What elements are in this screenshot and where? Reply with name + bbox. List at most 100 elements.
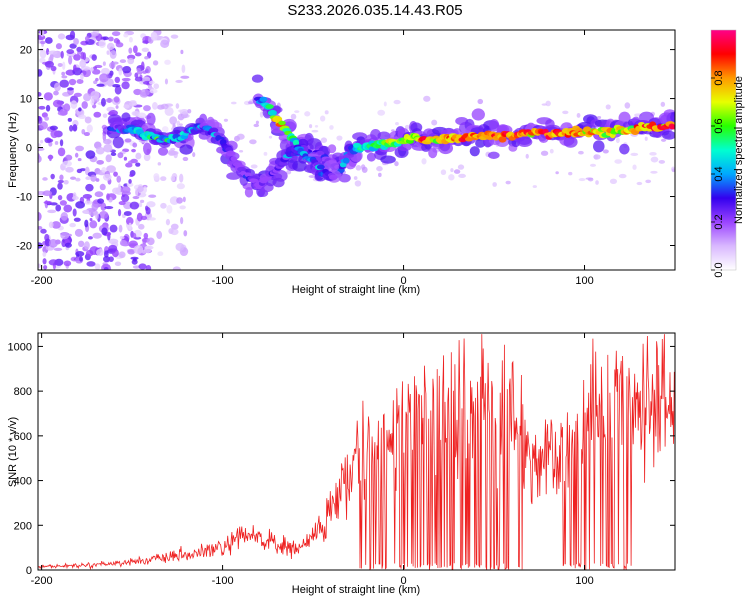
spectrogram-noise-blob <box>161 126 169 133</box>
spectrogram-noise-blob <box>74 228 83 237</box>
spectrogram-noise-blob <box>60 50 64 59</box>
spectrogram-noise-blob <box>144 245 152 254</box>
spectrogram-noise-blob <box>73 217 81 222</box>
spectrogram-noise-blob <box>160 103 169 110</box>
snr-y-label: SNR (10 * v/v) <box>7 417 19 487</box>
spectrogram-noise-blob <box>614 159 623 164</box>
spectrogram-noise-blob <box>660 138 667 142</box>
spectrogram-noise-blob <box>166 204 173 214</box>
spectrogram-noise-blob <box>50 129 59 139</box>
spectrogram-noise-blob <box>138 263 147 270</box>
spectrogram-ridge-halo <box>143 142 152 156</box>
snr-y-tick-label: 800 <box>14 386 32 398</box>
spectrogram-noise-blob <box>117 183 121 192</box>
spectrogram-noise-blob <box>164 59 171 65</box>
spectrogram-noise-blob <box>57 182 63 190</box>
spectrogram-noise-blob <box>81 101 88 109</box>
spectrogram-noise-blob <box>39 121 48 130</box>
spectrogram-noise-blob <box>95 77 99 82</box>
spectrogram-noise-blob <box>175 103 180 109</box>
spectrogram-noise-blob <box>73 92 82 98</box>
spectrogram-noise-blob <box>106 50 110 55</box>
spectrogram-ridge-core <box>268 109 277 116</box>
colorbar-ticks: 0.0 0.2 0.4 0.6 0.8 <box>711 70 725 278</box>
spectrogram-noise-blob <box>115 42 124 48</box>
spectrogram-noise-blob <box>361 166 368 173</box>
spectrogram-noise-blob <box>660 101 666 107</box>
spectrogram-noise-blob <box>181 64 186 74</box>
spectrogram-noise-blob <box>128 222 132 230</box>
spectrogram-noise-blob <box>263 151 268 156</box>
spectrogram-noise-blob <box>42 190 53 197</box>
spectrogram-noise-blob <box>94 263 101 270</box>
spectrogram-ridge-halo <box>380 155 396 164</box>
spectrogram-noise-blob <box>83 132 90 137</box>
spectrogram-noise-blob <box>255 120 259 125</box>
spectrogram-noise-blob <box>144 56 149 60</box>
spectrogram-noise-blob <box>91 202 99 212</box>
spectrogram-noise-blob <box>172 266 181 270</box>
spectrogram-noise-blob <box>90 98 95 106</box>
spectrogram-noise-blob <box>57 147 66 157</box>
spectrogram-noise-blob <box>139 89 150 97</box>
spectrogram-noise-blob <box>138 202 143 208</box>
spectrogram-noise-blob <box>63 103 71 112</box>
spectrogram-noise-blob <box>308 124 313 129</box>
spectrogram-noise-blob <box>78 114 87 119</box>
spectrogram-noise-blob <box>448 174 455 181</box>
spectrogram-noise-blob <box>76 168 83 174</box>
spectrogram-noise-blob <box>615 137 620 144</box>
spectrogram-noise-blob <box>182 196 186 203</box>
spectrogram-noise-blob <box>44 60 54 68</box>
spectrogram-noise-blob <box>132 257 137 262</box>
spectrogram-noise-blob <box>114 85 122 95</box>
spectrogram-noise-blob <box>49 202 58 206</box>
spectrogram-noise-blob <box>259 111 264 118</box>
spectrogram-noise-blob <box>48 154 53 162</box>
spectrogram-noise-blob <box>48 50 58 55</box>
spectrogram-noise-blob <box>38 116 43 124</box>
spectrogram-noise-blob <box>40 139 44 144</box>
spectrogram-noise-blob <box>175 79 183 84</box>
spectrogram-noise-blob <box>53 90 59 96</box>
spectrogram-noise-blob <box>57 194 63 201</box>
spectrogram-noise-blob <box>63 179 69 185</box>
spectrogram-noise-blob <box>65 154 73 161</box>
spectrogram-noise-blob <box>45 104 51 112</box>
spectrogram-noise-blob <box>168 228 174 234</box>
spectrogram-noise-blob <box>50 173 55 180</box>
spectrogram-noise-blob <box>555 171 559 175</box>
spectrogram-noise-blob <box>160 202 167 209</box>
spectrogram-noise-blob <box>148 194 157 198</box>
spectrogram-ridge-halo <box>146 112 156 126</box>
spectrogram-noise-blob <box>181 113 190 119</box>
spectrogram-noise-blob <box>38 69 43 77</box>
spectrogram-noise-blob <box>164 106 174 116</box>
spectrogram-noise-blob <box>42 177 48 181</box>
spectrogram-noise-blob <box>319 115 326 122</box>
snr-background <box>38 333 675 570</box>
spectrogram-noise-blob <box>79 256 83 262</box>
spectrogram-x-tick-label: 100 <box>575 275 593 287</box>
spectrogram-noise-blob <box>644 136 648 141</box>
spectrogram-noise-blob <box>187 108 192 114</box>
spectrogram-noise-blob <box>143 105 151 112</box>
spectrogram-x-axis: -200 -100 0 100 <box>31 30 594 287</box>
spectrogram-noise-blob <box>69 124 74 132</box>
spectrogram-noise-blob <box>121 77 131 82</box>
spectrogram-noise-blob <box>576 113 581 118</box>
spectrogram-noise-blob <box>165 218 171 226</box>
spectrogram-noise-blob <box>76 79 84 84</box>
spectrogram-noise-blob <box>147 237 155 246</box>
spectrogram-noise-blob <box>250 164 258 169</box>
spectrogram-noise-blob <box>91 54 97 61</box>
colorbar-tick-label: 0.8 <box>713 70 725 85</box>
spectrogram-noise-blob <box>457 164 465 170</box>
spectrogram-noise-blob <box>43 265 48 270</box>
spectrogram-ridge-halo <box>428 147 438 159</box>
spectrogram-noise-blob <box>73 54 81 61</box>
spectrogram-noise-blob <box>84 219 89 228</box>
spectrogram-noise-blob <box>618 173 627 179</box>
spectrogram-noise-blob <box>595 180 599 185</box>
spectrogram-noise-blob <box>80 72 84 81</box>
